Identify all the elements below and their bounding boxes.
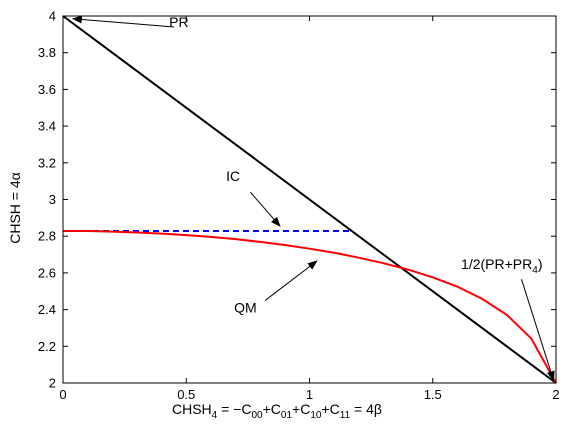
y-tick-label: 3.4 — [38, 119, 56, 134]
annotation-label: 1/2(PR+PR4) — [461, 256, 542, 276]
x-axis-label-sub: 00 — [251, 410, 263, 421]
y-tick-label: 3.6 — [38, 82, 56, 97]
y-tick-label: 3.2 — [38, 155, 56, 170]
y-axis-label: CHSH = 4α — [7, 172, 23, 244]
annotation-arrow — [249, 191, 281, 227]
y-tick-label: 2 — [49, 376, 56, 391]
tick-labels-layer: 0 0.5 1 1.5 2 2 2.2 2.4 2.6 2.8 3 3.2 3.4 3.6 3.8 4 — [38, 9, 560, 403]
annotation-arrow — [264, 260, 318, 301]
x-axis-label-part: = −C — [217, 401, 251, 417]
annotation-arrow — [71, 15, 174, 28]
series-line-1 — [62, 15, 557, 384]
x-tick-label: 1.5 — [424, 387, 442, 402]
x-tick-label: 0.5 — [177, 387, 195, 402]
x-axis-label-base: CHSH — [172, 401, 212, 417]
y-tick-label: 3.8 — [38, 45, 56, 60]
y-tick-label: 4 — [49, 9, 56, 24]
annotation-label: IC — [226, 168, 240, 184]
x-axis-label-part: +C — [321, 401, 339, 417]
y-tick-label: 2.2 — [38, 339, 56, 354]
x-axis-label: CHSH4 = −C00+C01+C10+C11 = 4β — [172, 401, 382, 421]
x-axis-label-sub: 01 — [281, 410, 293, 421]
ticks-layer — [62, 15, 557, 384]
x-tick-label: 0 — [59, 387, 66, 402]
y-tick-label: 2.8 — [38, 229, 56, 244]
annotation-label: QM — [234, 299, 257, 315]
y-tick-label: 3 — [49, 192, 56, 207]
x-axis-label-sub: 11 — [340, 410, 351, 421]
y-tick-label: 2.4 — [38, 302, 56, 317]
series-layer — [62, 15, 557, 384]
x-axis-label-part: +C — [263, 401, 281, 417]
x-axis-label-part: = 4β — [350, 401, 382, 417]
annotation-arrow — [521, 279, 555, 382]
x-tick-label: 2 — [552, 387, 559, 402]
x-tick-label: 1 — [306, 387, 313, 402]
x-axis-label-sub: 4 — [212, 410, 218, 421]
x-axis-label-sub: 10 — [310, 410, 322, 421]
annotation-label: PR — [169, 14, 188, 30]
y-tick-label: 2.6 — [38, 265, 56, 280]
annotation-layer: PR IC QM 1/2(PR+PR4) — [71, 14, 555, 382]
series-line-3 — [63, 230, 557, 384]
x-axis-label-part: +C — [292, 401, 310, 417]
